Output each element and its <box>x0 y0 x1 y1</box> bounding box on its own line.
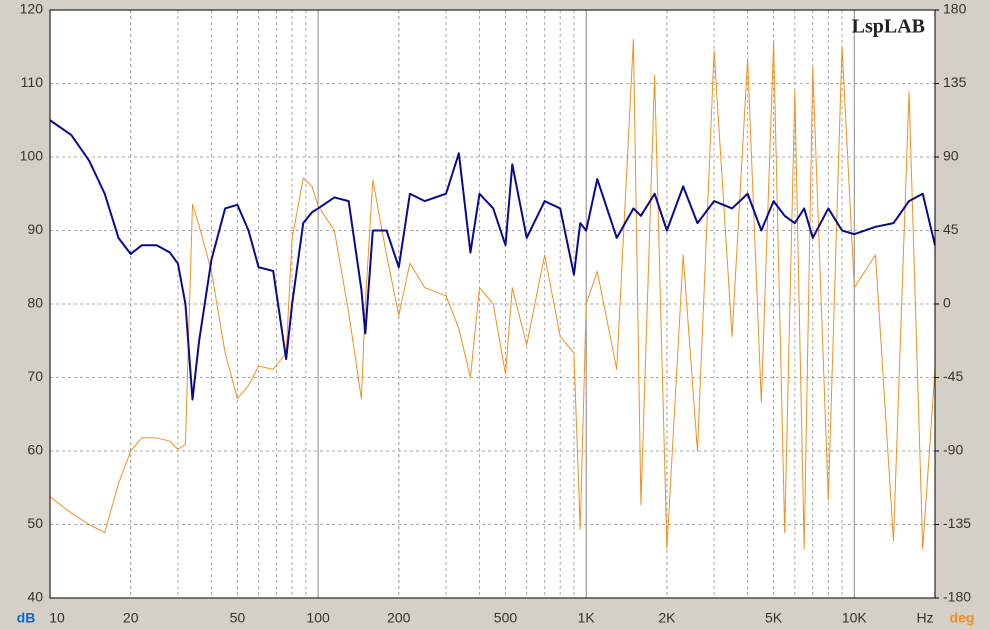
y2-tick-label: 135 <box>943 74 967 90</box>
y-tick-label: 110 <box>21 74 44 90</box>
y2-tick-label: 0 <box>943 295 951 311</box>
y2-tick-label: -45 <box>943 368 963 384</box>
watermark: LspLAB <box>852 16 925 38</box>
series-line <box>49 119 936 401</box>
y2-tick-label: 90 <box>943 148 959 164</box>
x-tick-label: 5K <box>765 610 783 626</box>
x-unit: Hz <box>916 610 933 626</box>
x-tick-label: 500 <box>494 610 518 626</box>
y2-tick-label: 45 <box>943 221 959 237</box>
y2-tick-label: -90 <box>943 442 963 458</box>
y-tick-label: 100 <box>20 148 44 164</box>
y-tick-label: 70 <box>27 368 43 384</box>
x-tick-label: 200 <box>387 610 411 626</box>
y2-unit: deg <box>950 610 975 626</box>
x-tick-label: 10K <box>842 610 868 626</box>
x-tick-label: 2K <box>658 610 676 626</box>
x-tick-label: 20 <box>123 610 139 626</box>
y2-tick-label: 180 <box>943 1 967 17</box>
y-tick-label: 120 <box>20 1 44 17</box>
plot-area <box>50 10 935 598</box>
y2-tick-label: -180 <box>943 589 971 605</box>
x-tick-label: 100 <box>306 610 330 626</box>
y-tick-label: 80 <box>27 295 43 311</box>
y-tick-label: 60 <box>27 442 43 458</box>
y-tick-label: 50 <box>27 515 43 531</box>
x-tick-label: 50 <box>230 610 246 626</box>
y-tick-label: 90 <box>27 221 43 237</box>
y-tick-label: 40 <box>27 589 43 605</box>
x-tick-label: 10 <box>49 610 65 626</box>
y-unit: dB <box>17 610 36 626</box>
x-tick-label: 1K <box>578 610 596 626</box>
y2-tick-label: -135 <box>943 515 971 531</box>
